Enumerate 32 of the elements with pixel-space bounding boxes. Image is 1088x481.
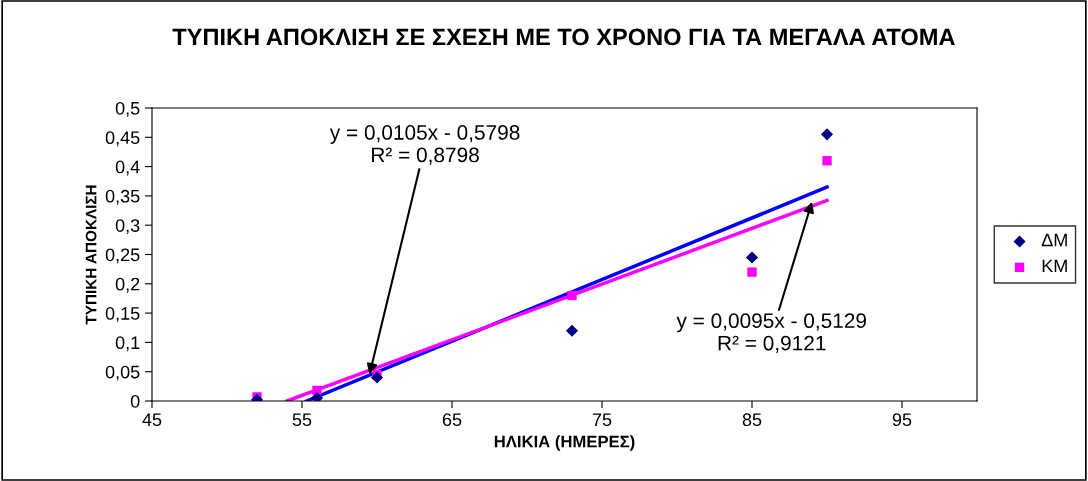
point (312, 385, 322, 396)
x-tick-label: 65 (442, 413, 462, 427)
legend-label: ΔΜ (1041, 233, 1067, 247)
x-tick-label: 45 (142, 413, 162, 427)
x-axis-title: ΗΛΙΚΙΑ (ΗΜΕΡΕΣ) (494, 435, 635, 451)
point (820, 128, 834, 141)
point (747, 267, 757, 277)
point (565, 324, 579, 337)
x-tick-label: 55 (292, 413, 312, 427)
y-tick-label: 0,25 (105, 248, 140, 264)
point (567, 290, 577, 301)
y-tick-label: 0,4 (115, 160, 140, 176)
x-tick-label: 85 (742, 413, 762, 427)
y-tick-label: 0,2 (115, 277, 140, 293)
y-tick-label: 0,15 (105, 307, 140, 322)
point (745, 251, 759, 264)
y-tick-label: 0,45 (105, 131, 140, 147)
y-tick-label: 0,3 (115, 219, 140, 235)
x-tick-label: 75 (592, 413, 612, 427)
annotation: y = 0,0105x - 0,5798 R² = 0,8798 (329, 125, 520, 165)
y-axis-title: ΤΥΠΙΚΗ ΑΠΟΚΛΙΣΗ (85, 185, 97, 325)
annotation: y = 0,0095x - 0,5129 R² = 0,9121 (676, 313, 867, 353)
y-tick-label: 0,5 (115, 101, 140, 117)
y-tick-label: 0,35 (105, 189, 140, 205)
y-tick-label: 0,05 (105, 365, 140, 381)
point (822, 156, 832, 166)
legend-label: ΚΜ (1042, 259, 1067, 273)
y-tick-label: 0,1 (115, 336, 140, 352)
x-tick-label: 95 (892, 413, 912, 427)
y-tick-label: 0 (130, 394, 140, 408)
chart-title: ΤΥΠΙΚΗ ΑΠΟΚΛΙΣΗ ΣΕ ΣΧΕΣΗ ΜΕ ΤΟ ΧΡΟΝΟ ΓΙΑ ΤΑ ΜΕΓΑΛΑ ΑΤΟΜΑ (172, 28, 955, 46)
point (370, 371, 384, 384)
